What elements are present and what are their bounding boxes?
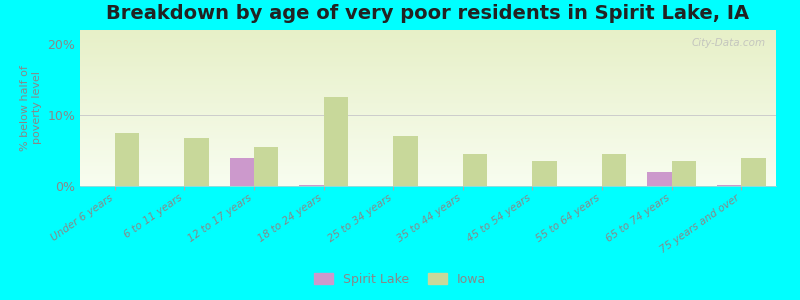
Bar bbox=[717, 184, 741, 186]
Legend: Spirit Lake, Iowa: Spirit Lake, Iowa bbox=[309, 268, 491, 291]
Bar bbox=[394, 136, 418, 186]
Bar bbox=[185, 138, 209, 186]
Bar bbox=[672, 161, 696, 186]
Text: City-Data.com: City-Data.com bbox=[691, 38, 766, 48]
Bar bbox=[463, 154, 487, 186]
Bar bbox=[299, 184, 324, 186]
Bar bbox=[533, 161, 557, 186]
Title: Breakdown by age of very poor residents in Spirit Lake, IA: Breakdown by age of very poor residents … bbox=[106, 4, 750, 23]
Bar bbox=[115, 133, 139, 186]
Bar bbox=[742, 158, 766, 186]
Y-axis label: % below half of
poverty level: % below half of poverty level bbox=[20, 65, 42, 151]
Bar bbox=[254, 147, 278, 186]
Bar bbox=[323, 98, 348, 186]
Bar bbox=[647, 172, 672, 186]
Bar bbox=[230, 158, 254, 186]
Bar bbox=[602, 154, 626, 186]
